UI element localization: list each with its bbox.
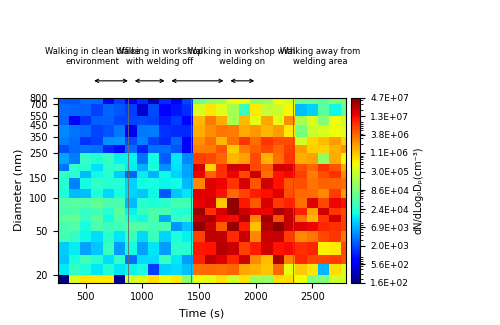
Text: Walking in workshop
with welding off: Walking in workshop with welding off bbox=[116, 46, 203, 66]
Text: Walking in workshop with
welding on: Walking in workshop with welding on bbox=[188, 46, 296, 66]
Text: Walking away from
welding area: Walking away from welding area bbox=[280, 46, 360, 66]
Y-axis label: dN/dLog₀Dₚ(cm⁻³): dN/dLog₀Dₚ(cm⁻³) bbox=[414, 146, 424, 234]
Y-axis label: Diameter (nm): Diameter (nm) bbox=[14, 149, 24, 231]
X-axis label: Time (s): Time (s) bbox=[180, 308, 224, 318]
Text: Walking in clean office
environment: Walking in clean office environment bbox=[45, 46, 140, 66]
